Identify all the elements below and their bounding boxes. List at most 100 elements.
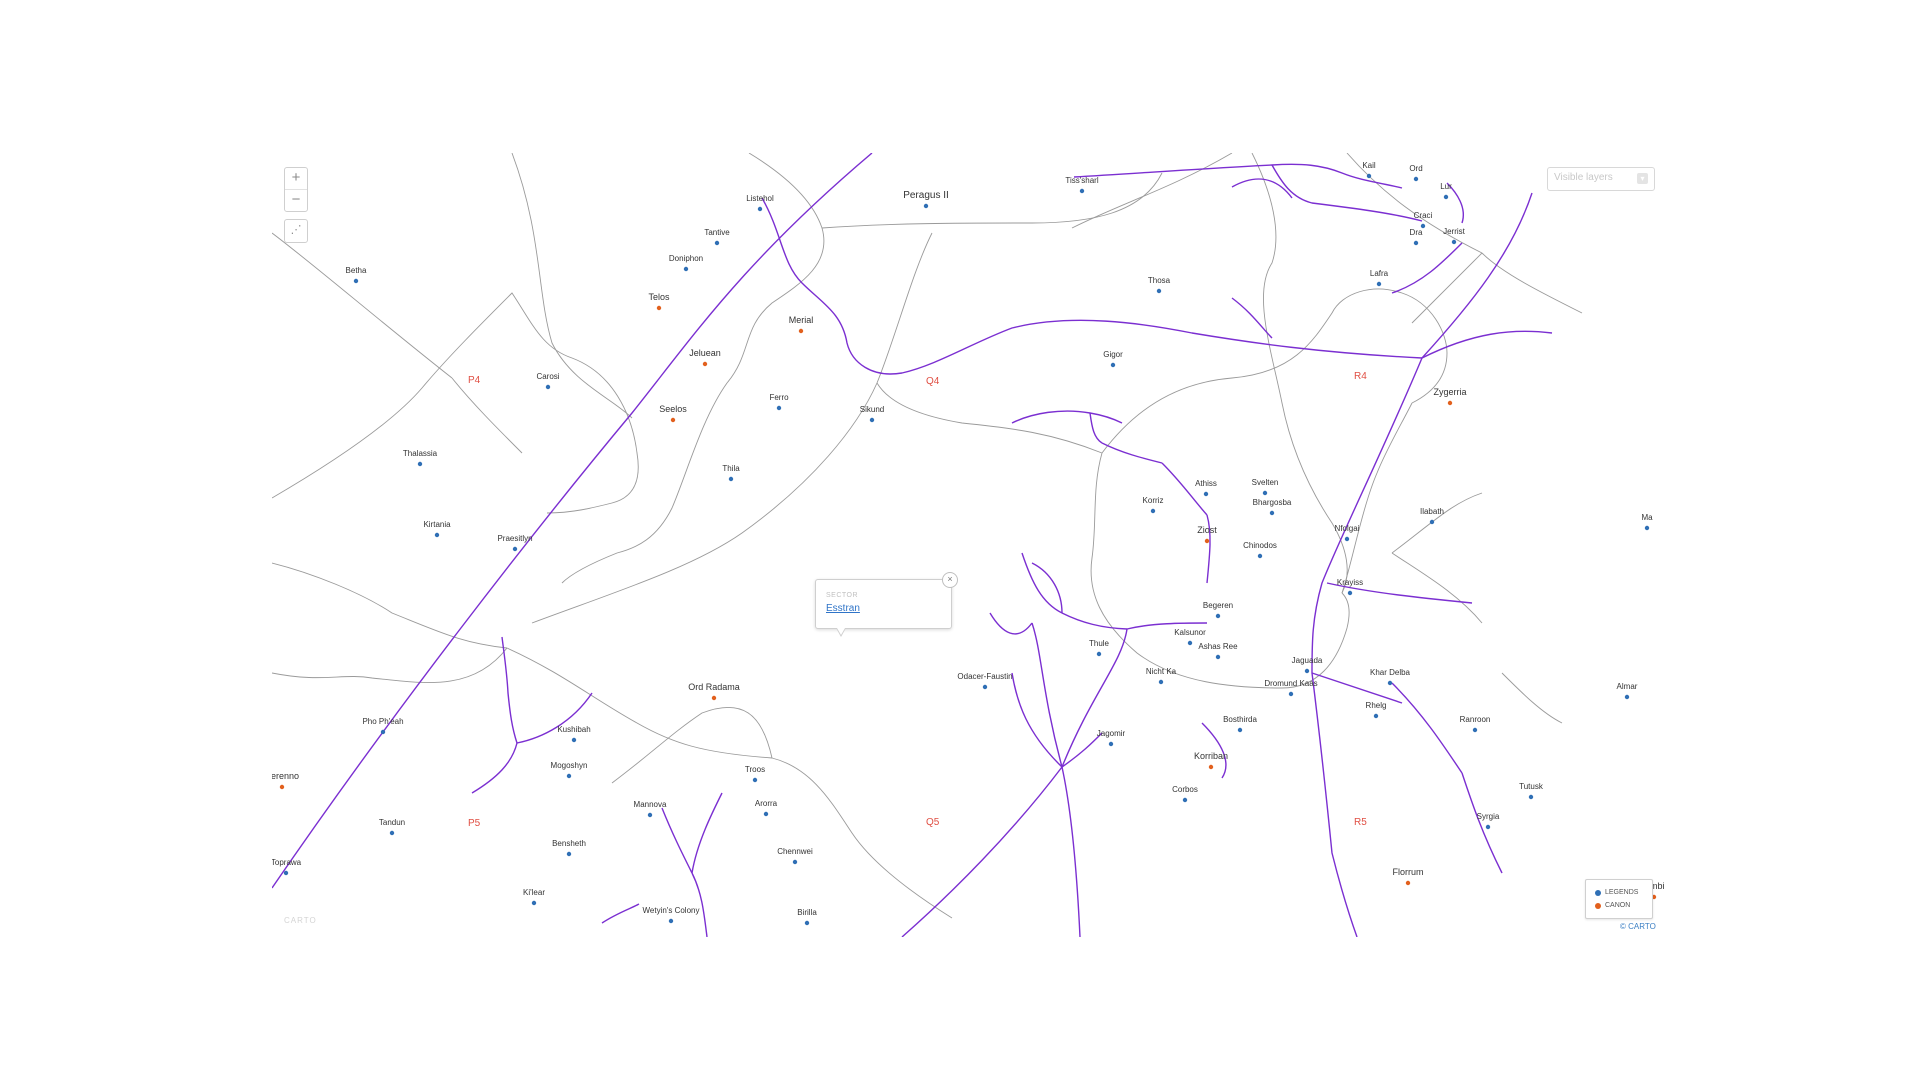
system-dot[interactable] xyxy=(1304,668,1310,674)
system-marker[interactable]: Seelos xyxy=(659,404,687,423)
system-marker[interactable]: Praesitlyn xyxy=(497,534,533,552)
system-marker[interactable]: Tutusk xyxy=(1519,782,1544,800)
system-marker[interactable]: Tantive xyxy=(704,228,730,246)
system-marker[interactable]: Thule xyxy=(1089,639,1110,657)
system-dot[interactable] xyxy=(566,773,572,779)
system-marker[interactable]: Craci xyxy=(1414,211,1433,229)
system-dot[interactable] xyxy=(1528,794,1534,800)
system-dot[interactable] xyxy=(1158,679,1164,685)
system-dot[interactable] xyxy=(776,405,782,411)
map-canvas[interactable]: P4 Q4 R4 P5 Q5 R5 Betha Carosi Thalassia Kirtania… xyxy=(272,153,1664,937)
system-marker[interactable]: Dromund Kaas xyxy=(1264,679,1318,697)
system-marker[interactable]: Bhargosba xyxy=(1253,498,1292,516)
system-dot[interactable] xyxy=(1187,640,1193,646)
system-dot[interactable] xyxy=(683,266,689,272)
zoom-in-button[interactable]: + xyxy=(291,169,301,186)
system-dot[interactable] xyxy=(798,328,804,334)
system-dot[interactable] xyxy=(1366,173,1372,179)
system-marker[interactable]: Khar Delba xyxy=(1370,668,1411,686)
system-dot[interactable] xyxy=(1644,525,1650,531)
system-dot[interactable] xyxy=(571,737,577,743)
system-dot[interactable] xyxy=(531,900,537,906)
system-marker[interactable]: Svelten xyxy=(1252,478,1279,496)
system-marker[interactable]: Toprawa xyxy=(272,858,302,876)
system-marker[interactable]: Gigor xyxy=(1103,350,1123,368)
system-dot[interactable] xyxy=(1237,727,1243,733)
system-dot[interactable] xyxy=(1108,741,1114,747)
system-marker[interactable]: Betha xyxy=(346,266,367,284)
system-dot[interactable] xyxy=(417,461,423,467)
system-marker[interactable]: Ziost xyxy=(1197,525,1217,544)
system-dot[interactable] xyxy=(1429,519,1435,525)
system-dot[interactable] xyxy=(512,546,518,552)
system-marker[interactable]: Kirtania xyxy=(423,520,451,538)
system-dot[interactable] xyxy=(752,777,758,783)
system-dot[interactable] xyxy=(566,851,572,857)
system-dot[interactable] xyxy=(1413,240,1419,246)
system-dot[interactable] xyxy=(647,812,653,818)
system-marker[interactable]: Nfolgai xyxy=(1335,524,1360,542)
system-marker[interactable]: Kushibah xyxy=(557,725,591,743)
system-marker[interactable]: Almar xyxy=(1617,682,1638,700)
system-marker[interactable]: Carosi xyxy=(536,372,560,390)
system-marker[interactable]: Troos xyxy=(745,765,765,783)
system-marker[interactable]: Ferro xyxy=(769,393,789,411)
system-dot[interactable] xyxy=(279,784,285,790)
system-marker[interactable]: Doniphon xyxy=(669,254,703,272)
visible-layers-select[interactable]: Visible layers ▾ xyxy=(1547,167,1655,191)
system-marker[interactable]: Korriban xyxy=(1194,751,1228,770)
system-dot[interactable] xyxy=(283,870,289,876)
system-dot[interactable] xyxy=(923,203,929,209)
system-marker[interactable]: Korriz xyxy=(1143,496,1164,514)
system-dot[interactable] xyxy=(1096,651,1102,657)
system-dot[interactable] xyxy=(804,920,810,926)
system-marker[interactable]: Kail xyxy=(1362,161,1376,179)
system-dot[interactable] xyxy=(434,532,440,538)
system-dot[interactable] xyxy=(728,476,734,482)
system-dot[interactable] xyxy=(670,417,676,423)
system-dot[interactable] xyxy=(1420,223,1426,229)
system-marker[interactable]: Lur xyxy=(1440,182,1452,200)
system-dot[interactable] xyxy=(1079,188,1085,194)
close-icon[interactable]: × xyxy=(942,572,958,588)
system-marker[interactable]: Ashas Ree xyxy=(1198,642,1238,660)
system-marker[interactable]: Sikund xyxy=(860,405,884,423)
system-dot[interactable] xyxy=(1215,613,1221,619)
system-marker[interactable]: Jaguada xyxy=(1292,656,1323,674)
system-dot[interactable] xyxy=(1204,538,1210,544)
system-marker[interactable]: Odacer-Faustin xyxy=(957,672,1013,690)
system-marker[interactable]: Mannova xyxy=(634,800,667,818)
system-dot[interactable] xyxy=(1156,288,1162,294)
attribution-link[interactable]: © CARTO xyxy=(1620,922,1656,931)
system-dot[interactable] xyxy=(1215,654,1221,660)
system-marker[interactable]: Ord xyxy=(1409,164,1423,182)
fit-bounds-button[interactable]: ⋰ xyxy=(284,219,308,243)
system-dot[interactable] xyxy=(711,695,717,701)
system-marker[interactable]: Pho Ph'eah xyxy=(362,717,404,735)
system-dot[interactable] xyxy=(757,206,763,212)
system-marker[interactable]: Krayiss xyxy=(1337,578,1363,596)
system-marker[interactable]: Wetyin's Colony xyxy=(643,906,700,924)
system-dot[interactable] xyxy=(1405,880,1411,886)
system-marker[interactable]: Ranroon xyxy=(1460,715,1491,733)
system-dot[interactable] xyxy=(982,684,988,690)
system-marker[interactable]: Thosa xyxy=(1148,276,1171,294)
system-dot[interactable] xyxy=(1373,713,1379,719)
system-dot[interactable] xyxy=(792,859,798,865)
system-dot[interactable] xyxy=(1485,824,1491,830)
system-dot[interactable] xyxy=(1110,362,1116,368)
system-dot[interactable] xyxy=(389,830,395,836)
system-dot[interactable] xyxy=(668,918,674,924)
system-marker[interactable]: Arorra xyxy=(755,799,778,817)
system-dot[interactable] xyxy=(763,811,769,817)
system-marker[interactable]: Listehol xyxy=(746,194,774,212)
system-dot[interactable] xyxy=(869,417,875,423)
system-marker[interactable]: Jeluean xyxy=(689,348,721,367)
system-marker[interactable]: Syrgia xyxy=(1477,812,1500,830)
system-dot[interactable] xyxy=(1203,491,1209,497)
system-marker[interactable]: Bensheth xyxy=(552,839,586,857)
system-dot[interactable] xyxy=(1208,764,1214,770)
system-marker[interactable]: Jagomir xyxy=(1097,729,1126,747)
system-dot[interactable] xyxy=(1376,281,1382,287)
system-dot[interactable] xyxy=(1269,510,1275,516)
